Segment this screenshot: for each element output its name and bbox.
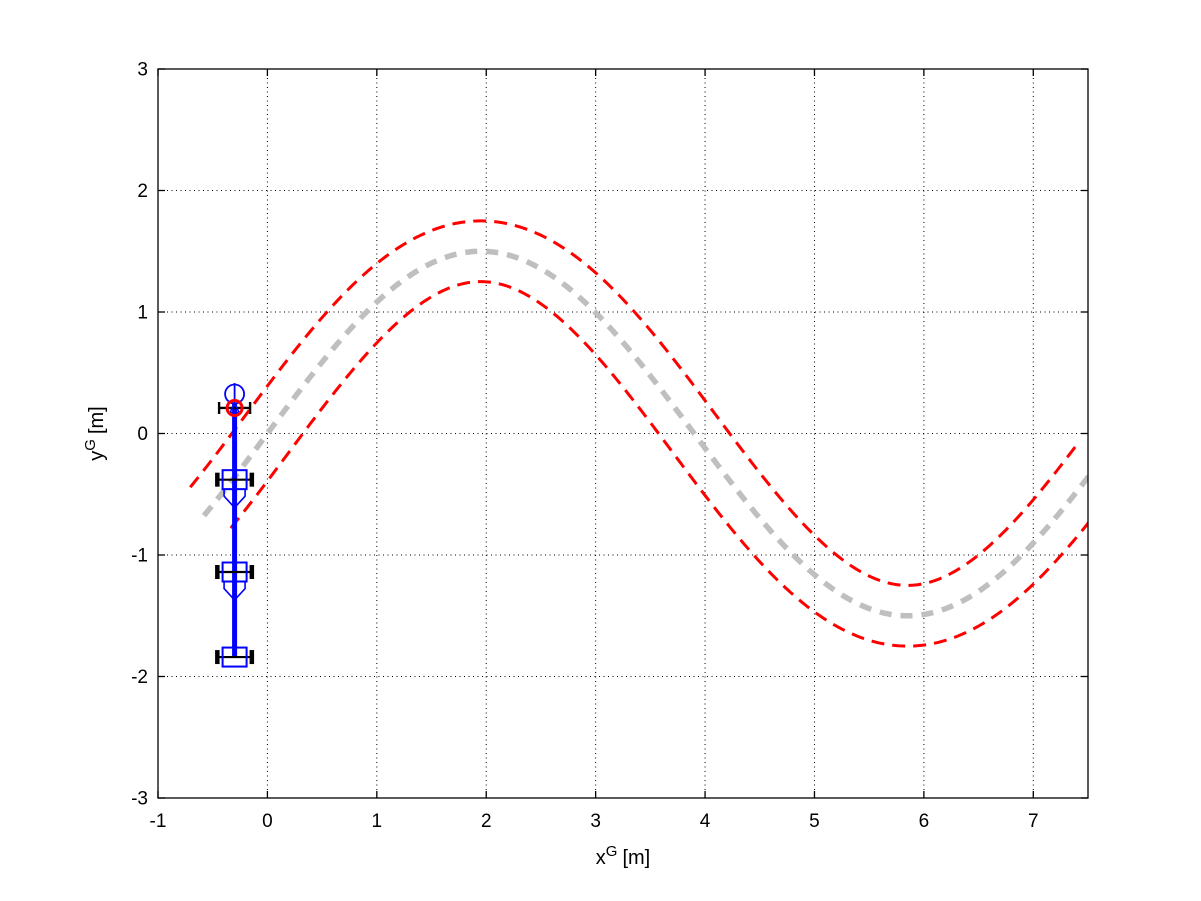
y-axis-label: yG[m]: [82, 406, 108, 460]
robot-trailer-2: [215, 561, 255, 602]
trailer-wheel-left: [215, 565, 220, 580]
robot-trailer-1: [215, 469, 255, 509]
x-tick-label: 4: [700, 811, 711, 832]
robot-heading-triangle: [228, 400, 241, 414]
robot-trailer-3: [215, 646, 255, 668]
trailer-wheel-left: [215, 472, 220, 487]
robot-guide-point-marker: [225, 398, 244, 417]
curve-corridor_upper_bound: [189, 219, 1080, 587]
trailer-wheel-right: [249, 650, 255, 665]
y-tick-label: -2: [131, 667, 148, 688]
tick-labels: -1 0 1 2 3 4 5 6 7 3 2 1 0 -1 -2 -3: [131, 60, 1038, 833]
trailer-body: [221, 646, 248, 668]
trailer-wheel-left: [215, 650, 220, 665]
curve-corridor_lower_bound: [229, 280, 1088, 648]
x-tick-label: 2: [481, 811, 492, 832]
tick-marks: [157, 68, 1088, 799]
x-tick-label: 1: [372, 811, 383, 832]
curve-reference_path_centerline: [201, 248, 1088, 619]
x-axis-label: xG [m]: [596, 843, 650, 869]
x-tick-label: -1: [150, 811, 167, 832]
grid: [158, 69, 1088, 798]
x-tick-label: 5: [809, 811, 820, 832]
x-tick-label: 3: [590, 811, 601, 832]
trailer-wheel-right: [249, 565, 255, 580]
y-tick-label: 3: [137, 60, 148, 81]
x-tick-label: 6: [919, 811, 930, 832]
x-tick-label: 7: [1028, 811, 1039, 832]
path-curves: [189, 219, 1088, 648]
y-tick-label: 2: [137, 181, 148, 202]
trailer-hitch: [223, 488, 246, 509]
x-tick-label: 0: [262, 811, 273, 832]
robot-vehicle: [215, 383, 255, 668]
trailer-wheel-right: [249, 472, 255, 487]
y-tick-label: 1: [137, 303, 148, 324]
y-tick-label: 0: [137, 424, 148, 445]
y-tick-label: -1: [131, 546, 148, 567]
y-tick-label: -3: [131, 789, 148, 810]
trailer-hitch: [223, 580, 246, 602]
